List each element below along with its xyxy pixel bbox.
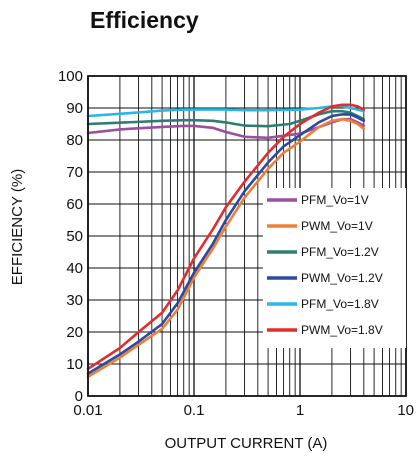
y-tick-labels: 0 10 20 30 40 50 60 70 80 90 100: [58, 68, 83, 405]
y-axis-label: EFFICIENCY (%): [9, 169, 26, 285]
y-tick-label: 50: [66, 228, 83, 245]
legend-label: PFM_Vo=1.8V: [301, 297, 379, 311]
legend-box: [263, 188, 406, 348]
x-axis-label: OUTPUT CURRENT (A): [165, 435, 328, 452]
legend-label: PWM_Vo=1.8V: [301, 323, 383, 337]
y-tick-label: 80: [66, 132, 83, 149]
series-lines: [86, 103, 366, 379]
y-tick-label: 40: [66, 260, 83, 277]
legend: PFM_Vo=1V PWM_Vo=1V PFM_Vo=1.2V PWM_Vo=1.2V…: [263, 188, 406, 348]
y-tick-label: 70: [66, 164, 83, 181]
series-line: [86, 103, 366, 371]
y-tick-label: 100: [58, 68, 83, 85]
legend-label: PFM_Vo=1V: [301, 193, 369, 207]
y-tick-label: 60: [66, 196, 83, 213]
y-tick-label: 30: [66, 292, 83, 309]
x-tick-label: 0.1: [184, 402, 205, 419]
y-tick-label: 20: [66, 324, 83, 341]
y-tick-label: 10: [66, 356, 83, 373]
series-line: [86, 105, 366, 118]
legend-label: PFM_Vo=1.2V: [301, 245, 379, 259]
legend-label: PWM_Vo=1V: [301, 219, 373, 233]
series-line: [86, 109, 366, 128]
y-tick-label: 90: [66, 100, 83, 117]
chart-title: Efficiency: [90, 7, 199, 33]
series-line: [86, 117, 366, 379]
x-tick-labels: 0.01 0.1 1 10: [73, 402, 414, 419]
series-line: [86, 113, 366, 375]
x-tick-label: 1: [296, 402, 304, 419]
x-tick-label: 10: [397, 402, 414, 419]
y-tick-label: 0: [75, 388, 83, 405]
legend-label: PWM_Vo=1.2V: [301, 271, 383, 285]
x-tick-label: 0.01: [73, 402, 102, 419]
